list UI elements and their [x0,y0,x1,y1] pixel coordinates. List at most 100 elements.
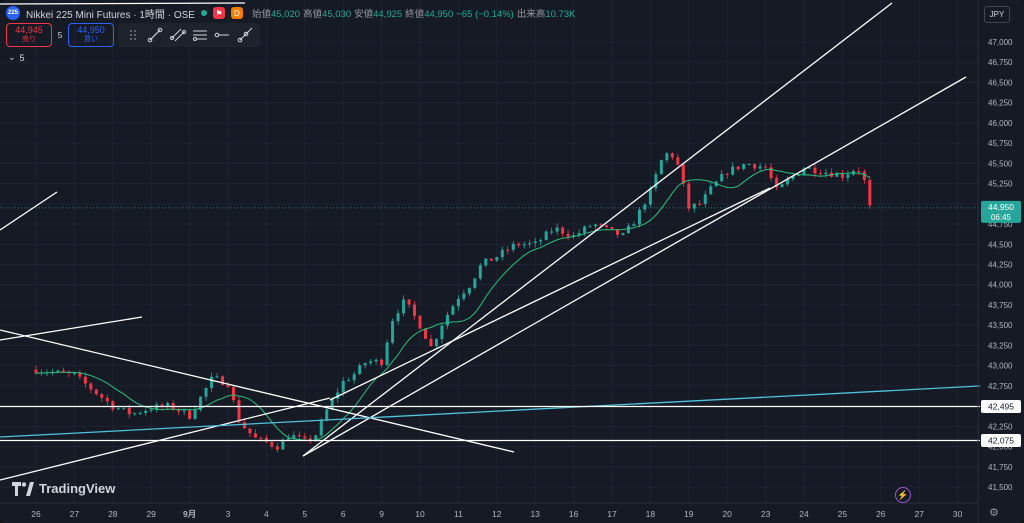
ray-tool-icon[interactable] [236,26,254,44]
candle-body [418,315,422,329]
candle-body [868,179,872,206]
candle-body [637,209,641,225]
cyan-trendline [0,385,981,438]
drawing-toolbar [118,23,260,47]
tradingview-logo-icon [12,481,34,496]
candle-body [380,359,384,366]
candle-body [786,179,790,185]
x-tick-label: 27 [914,509,924,519]
ohlc-label: 高値 [303,9,323,20]
candle-body [341,380,345,393]
lightning-icon[interactable]: ⚡ [895,487,911,503]
candle-body [720,173,724,182]
candle-body [599,224,603,226]
candle-body [473,278,477,289]
buy-price: 44,950 [77,25,105,35]
candle-body [440,325,444,340]
candle-body [539,240,543,242]
candle-body [594,224,598,227]
candle-body [467,288,471,294]
trendline [0,2,246,5]
ohlc-label: 終値 [405,9,425,20]
candle-body [160,404,164,407]
candle-body [753,164,757,169]
candle-body [34,369,38,374]
x-tick-label: 25 [838,509,848,519]
candle-body [807,167,811,169]
symbol-icon[interactable]: 225 [6,6,20,20]
candle-body [676,157,680,165]
x-tick-label: 9 [379,509,384,519]
candle-body [199,396,203,410]
y-tick-label: 46,750 [988,58,1013,67]
y-tick-label: 46,250 [988,99,1013,108]
candle-body [654,174,658,189]
ohlc-value: 10.73K [545,9,576,20]
candle-body [188,410,192,419]
dividend-badge[interactable]: D [230,7,243,19]
sell-button[interactable]: 44,945 売り [6,23,52,47]
candle-body [221,376,225,385]
gear-icon[interactable]: ⚙ [989,507,999,519]
candle-body [100,394,104,398]
buy-button[interactable]: 44,950 買い [68,23,114,47]
candle-body [303,436,307,439]
sell-price: 44,945 [15,25,43,35]
level-label-bg [981,399,1021,413]
chart-title[interactable]: Nikkei 225 Mini Futures · 1時間 · OSE [26,9,195,21]
candle-body [725,173,729,175]
flag-icon[interactable]: ⚑ [212,7,225,19]
candle-body [445,314,449,326]
ohlc-label: 安値 [354,9,374,20]
candle-body [138,412,142,414]
candle-body [358,365,362,375]
candle-body [215,376,219,378]
x-tick-label: 10 [415,509,425,519]
x-tick-label: 23 [761,509,771,519]
horizontal-ray-tool-icon[interactable] [213,26,231,44]
x-tick-label: 4 [264,509,269,519]
candle-body [775,178,779,188]
y-tick-label: 42,750 [988,382,1013,391]
candle-body [484,258,488,266]
candle-body [840,173,844,178]
x-tick-label: 18 [646,509,656,519]
y-tick-label: 45,250 [988,180,1013,189]
candle-body [308,438,312,441]
candle-body [396,313,400,322]
candle-body [166,403,170,407]
candle-body [270,442,274,447]
fib-levels-tool-icon[interactable] [191,26,209,44]
buy-label: 買い [84,36,98,43]
x-tick-label: 5 [302,509,307,519]
last-price-value: 44,950 [988,202,1014,212]
y-tick-label: 45,750 [988,139,1013,148]
candle-body [297,435,301,437]
x-tick-label: 24 [799,509,809,519]
trendlines[interactable] [0,2,981,481]
candle-body [281,439,285,450]
candle-body [736,166,740,170]
candle-body [550,231,554,233]
candle-body [363,363,367,366]
bar-countdown: 06:45 [991,213,1012,222]
parallel-channel-tool-icon[interactable] [169,26,187,44]
ohlc-value: −65 (−0.14%) [456,9,514,20]
trendline [0,316,143,341]
candle-body [692,203,696,209]
candle-body [648,188,652,205]
trendline-tool-icon[interactable] [146,26,164,44]
drag-handle-icon[interactable] [124,26,142,44]
candle-body [83,376,87,384]
tradingview-logo[interactable]: TradingView [12,481,115,496]
level-label-bg [981,433,1021,447]
currency-selector[interactable]: JPY [984,6,1010,23]
candle-body [325,409,329,421]
trendline [0,329,515,453]
indicators-toggle[interactable]: ⌄ 5 [8,52,25,63]
candle-body [670,153,674,158]
candle-body [413,304,417,316]
candles [34,152,872,453]
